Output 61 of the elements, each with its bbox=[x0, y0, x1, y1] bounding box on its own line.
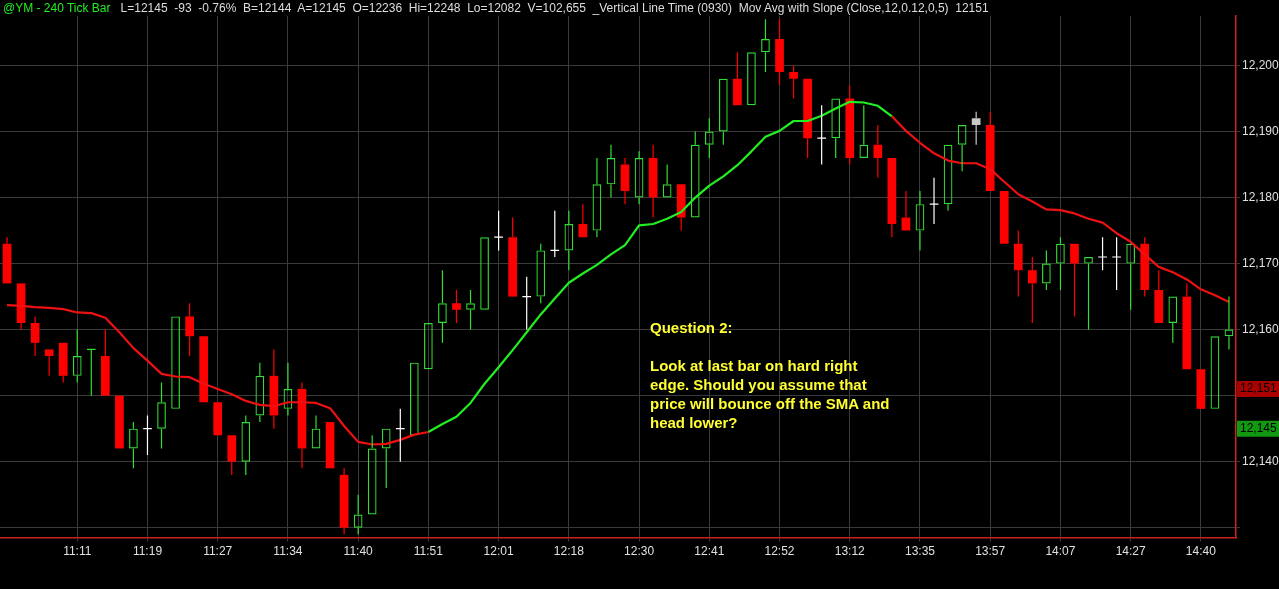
candlestick bbox=[648, 144, 658, 218]
x-tick-label: 14:07 bbox=[1045, 544, 1076, 559]
candlestick bbox=[1013, 229, 1023, 298]
candlestick bbox=[100, 329, 110, 396]
annotation: 12,145 bbox=[1240, 420, 1278, 435]
candlestick bbox=[1154, 269, 1164, 324]
candlestick bbox=[733, 51, 742, 106]
x-tick-label: 12:41 bbox=[694, 544, 725, 559]
candlestick bbox=[1097, 236, 1108, 271]
y-tick-label: 12,160 bbox=[1242, 321, 1279, 336]
x-tick-label: 14:40 bbox=[1185, 544, 1217, 559]
candlestick bbox=[901, 190, 911, 231]
candlestick bbox=[395, 408, 406, 463]
candlestick bbox=[508, 216, 518, 297]
x-tick-label: 11:40 bbox=[343, 544, 374, 559]
candlestick bbox=[1027, 256, 1037, 324]
y-tick-label: 12,180 bbox=[1242, 189, 1279, 204]
chart-title: @YM - 240 Tick Bar bbox=[3, 1, 111, 15]
candlestick bbox=[30, 315, 40, 357]
candlestick bbox=[86, 348, 97, 397]
candlestick bbox=[929, 177, 939, 225]
annotation: 12,151 bbox=[1240, 381, 1278, 396]
x-tick-label: 13:35 bbox=[904, 544, 936, 559]
candlestick bbox=[578, 203, 588, 238]
candlestick bbox=[775, 18, 784, 86]
x-tick-label: 11:11 bbox=[63, 544, 92, 559]
candlestick bbox=[549, 210, 560, 258]
y-tick-label: 12,170 bbox=[1242, 255, 1279, 270]
x-tick-label: 11:27 bbox=[203, 544, 233, 559]
y-tick-label: 12,140 bbox=[1242, 453, 1279, 468]
x-tick-label: 11:51 bbox=[413, 544, 444, 559]
candlestick bbox=[452, 289, 461, 324]
candlestick bbox=[816, 104, 827, 166]
x-tick-label: 13:12 bbox=[834, 544, 866, 559]
candlestick bbox=[44, 349, 54, 377]
chart-subtitle: L=12145 -93 -0.76% B=12144 A=12145 O=12236 Hi=12248 Lo=12082 V=102,655 _Vertical Line Time (0930) Mov Avg with Slope (Close,12,0.12,0,5) 12151 bbox=[120, 1, 989, 15]
x-tick-label: 13:57 bbox=[975, 544, 1006, 559]
candlestick bbox=[1111, 236, 1122, 291]
x-tick-label: 12:30 bbox=[624, 544, 655, 559]
candlestick bbox=[1070, 243, 1079, 318]
candlestick bbox=[142, 414, 153, 456]
candlestick bbox=[493, 210, 504, 251]
text: Question 2: Look at last bar on hard right edge. Should you assume that price will bounce off the SMA and head lower? bbox=[650, 319, 890, 431]
candlestick bbox=[845, 84, 855, 166]
candlestick bbox=[789, 64, 798, 100]
x-tick-label: 12:52 bbox=[764, 544, 795, 559]
candlestick bbox=[873, 124, 883, 179]
candlestick bbox=[339, 467, 349, 535]
x-tick-label: 12:01 bbox=[483, 544, 514, 559]
candlestick bbox=[620, 157, 630, 205]
x-tick-label: 11:19 bbox=[132, 544, 163, 559]
candlestick bbox=[521, 276, 532, 331]
x-tick-label: 14:27 bbox=[1115, 544, 1146, 559]
y-tick-label: 12,200 bbox=[1242, 57, 1279, 72]
y-tick-label: 12,190 bbox=[1242, 123, 1279, 138]
candlestick bbox=[185, 302, 194, 357]
x-tick-label: 12:18 bbox=[553, 544, 585, 559]
candlestick bbox=[971, 111, 981, 146]
candlestick bbox=[2, 236, 12, 284]
candlestick bbox=[887, 157, 897, 238]
x-tick-label: 11:34 bbox=[273, 544, 303, 559]
